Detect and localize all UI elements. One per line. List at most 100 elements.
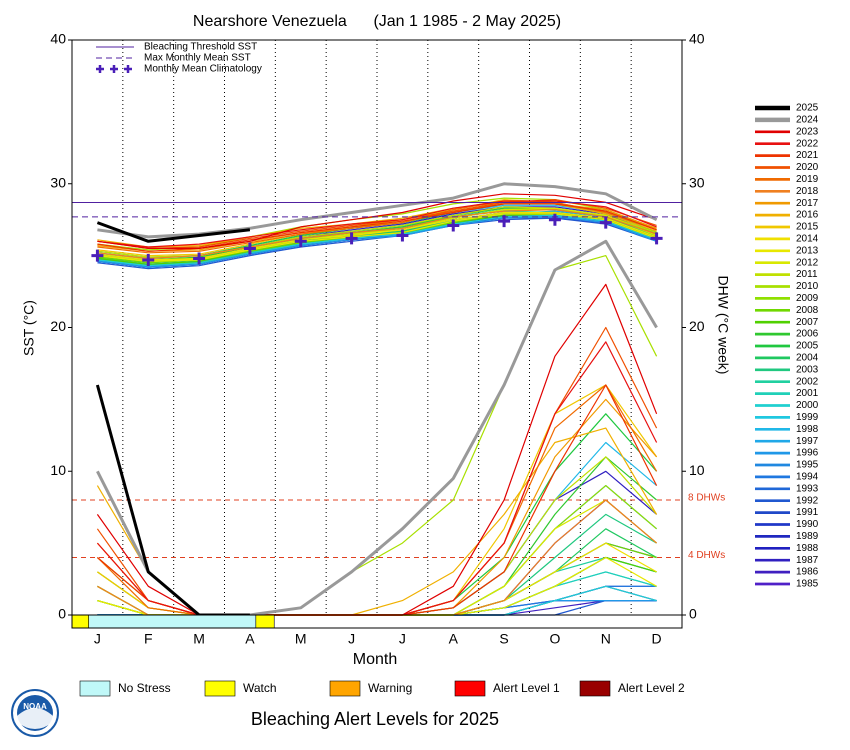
legend-label: 1998: [796, 424, 819, 435]
legend-label: 2006: [796, 329, 819, 340]
legend-label: 1991: [796, 507, 819, 518]
legend-label: 2015: [796, 222, 819, 233]
legend-label: 2000: [796, 400, 819, 411]
legend-label: Monthly Mean Climatology: [144, 64, 262, 75]
legend-label: 1990: [796, 519, 819, 530]
legend-label: 2025: [796, 103, 819, 114]
alert-legend-label: No Stress: [118, 681, 171, 695]
legend-label: 2012: [796, 257, 819, 268]
x-tick-label: N: [601, 631, 611, 647]
legend-label: 2020: [796, 162, 819, 173]
legend-label: 2014: [796, 234, 819, 245]
y2-tick-label: 30: [689, 174, 705, 190]
x-tick-label: F: [144, 631, 153, 647]
legend-label: 1996: [796, 448, 819, 459]
alert-legend-label: Warning: [368, 681, 412, 695]
logo-text: NOAA: [23, 702, 47, 711]
alert-title: Bleaching Alert Levels for 2025: [251, 709, 499, 729]
legend-label: 2005: [796, 341, 819, 352]
climatology-marker: [243, 242, 256, 255]
y-tick-label: 20: [50, 318, 66, 334]
climatology-marker: [599, 216, 612, 229]
noaa-logo: NOAA: [11, 689, 59, 737]
legend-label: 2016: [796, 210, 819, 221]
alert-bar-segment: [71, 614, 90, 629]
legend-label: 2013: [796, 245, 819, 256]
sst-line: [97, 216, 657, 268]
legend-label: 1999: [796, 412, 819, 423]
legend-label: 2008: [796, 305, 819, 316]
climatology-marker: [142, 253, 155, 266]
legend-label: 2019: [796, 174, 819, 185]
legend-label: 1997: [796, 436, 819, 447]
climatology-marker: [396, 229, 409, 242]
alert-legend-swatch: [329, 680, 361, 697]
alert-legend-label: Alert Level 1: [493, 681, 560, 695]
climatology-marker: [548, 213, 561, 226]
x-axis-label: Month: [353, 651, 397, 668]
y2-tick-label: 10: [689, 462, 705, 478]
y-tick-label: 10: [50, 462, 66, 478]
legend-label: 2022: [796, 138, 819, 149]
alert-bar-segment: [255, 614, 275, 629]
y2-tick-label: 0: [689, 606, 697, 622]
alert-legend-swatch: [204, 680, 236, 697]
climatology-marker: [498, 215, 511, 228]
climatology-marker: [345, 232, 358, 245]
climatology-marker: [650, 232, 663, 245]
sst-line: [97, 193, 657, 249]
sst-line: [97, 213, 657, 262]
climatology-marker: [193, 252, 206, 265]
climatology-marker: [447, 219, 460, 232]
x-tick-label: O: [549, 631, 560, 647]
x-tick-label: M: [193, 631, 205, 647]
y-tick-label: 40: [50, 31, 66, 47]
x-tick-label: J: [94, 631, 101, 647]
legend-label: 2023: [796, 126, 819, 137]
legend-label: 2009: [796, 293, 819, 304]
x-tick-label: J: [399, 631, 406, 647]
alert-legend-swatch: [79, 680, 111, 697]
legend-label: 1987: [796, 555, 819, 566]
y-axis-label: SST (°C): [21, 300, 37, 356]
alert-legend-label: Watch: [243, 681, 277, 695]
legend-label: 2001: [796, 388, 819, 399]
climatology-marker: [91, 249, 104, 262]
sst-line: [97, 200, 657, 254]
legend-label: 2004: [796, 353, 819, 364]
alert-legend-swatch: [454, 680, 486, 697]
alert-legend-label: Alert Level 2: [618, 681, 685, 695]
x-tick-label: S: [499, 631, 508, 647]
legend-label: 2002: [796, 376, 819, 387]
legend-label: 2003: [796, 364, 819, 375]
climatology-marker: [294, 235, 307, 248]
legend-label: 2010: [796, 281, 819, 292]
y-tick-label: 30: [50, 174, 66, 190]
legend-label: 2021: [796, 150, 819, 161]
y2-axis-label: DHW (°C week): [715, 276, 731, 375]
legend-climatology-swatch: [96, 65, 132, 73]
legend-label: 1993: [796, 483, 819, 494]
legend-label: 2007: [796, 317, 819, 328]
legend-label: 1988: [796, 543, 819, 554]
x-tick-label: D: [652, 631, 662, 647]
legend-label: 1992: [796, 495, 819, 506]
dhw-reference-label: 8 DHWs: [688, 493, 725, 504]
sst-line: [97, 199, 657, 249]
x-tick-label: A: [245, 631, 255, 647]
sst-line: [97, 209, 657, 260]
legend-label: 2024: [796, 115, 819, 126]
sst-line: [97, 211, 657, 261]
alert-legend-swatch: [579, 680, 611, 697]
sst-line: [96, 221, 251, 243]
legend-label: 2017: [796, 198, 819, 209]
legend-label: 2011: [796, 269, 818, 280]
legend-label: 1989: [796, 531, 819, 542]
dhw-reference-label: 4 DHWs: [688, 550, 725, 561]
x-tick-label: A: [449, 631, 459, 647]
legend-label: 2018: [796, 186, 819, 197]
sst-line: [97, 182, 658, 239]
legend-label: 1995: [796, 460, 819, 471]
